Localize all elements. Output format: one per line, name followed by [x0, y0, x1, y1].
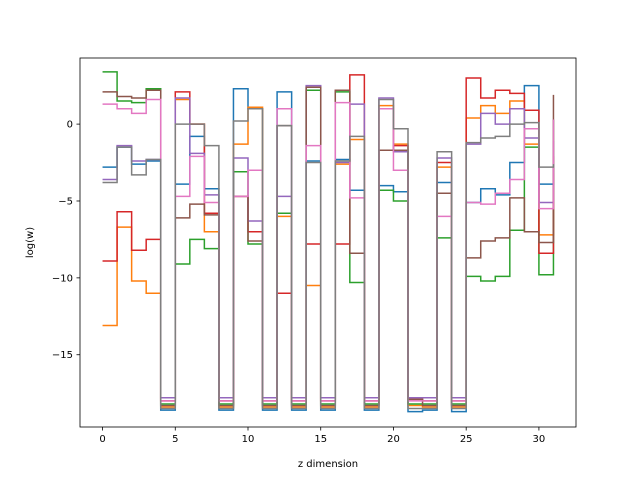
y-tick: −15	[52, 350, 80, 361]
x-tick: 30	[533, 427, 546, 445]
x-tick: 10	[242, 427, 255, 445]
y-axis-ticks: −15 −10 −5 0	[52, 120, 80, 361]
series-line-5	[102, 84, 555, 399]
y-tick-label: −10	[52, 273, 73, 284]
x-tick-label: 10	[242, 434, 255, 445]
x-tick: 25	[460, 427, 473, 445]
y-axis-label: log(w)	[25, 227, 36, 258]
series-line-6	[102, 86, 555, 407]
series-line-8	[102, 98, 555, 410]
x-tick-label: 20	[387, 434, 400, 445]
x-tick: 15	[314, 427, 327, 445]
y-tick-label: −15	[52, 350, 73, 361]
series-layer	[102, 71, 555, 413]
series-line-3	[102, 71, 555, 405]
x-tick: 0	[99, 427, 106, 445]
x-tick: 20	[387, 427, 400, 445]
y-tick-label: −5	[58, 196, 73, 207]
series-line-1	[102, 84, 555, 413]
x-tick-label: 30	[533, 434, 546, 445]
x-tick-label: 5	[172, 434, 178, 445]
x-tick-label: 0	[99, 434, 105, 445]
x-axis-ticks: 0 5 10 15 20 25 30	[99, 427, 545, 445]
x-axis-label: z dimension	[298, 459, 358, 470]
y-tick: −10	[52, 273, 80, 284]
series-line-7	[102, 98, 555, 402]
y-tick: 0	[67, 120, 80, 131]
x-tick: 5	[172, 427, 178, 445]
x-tick-label: 25	[460, 434, 473, 445]
y-tick: −5	[58, 196, 80, 207]
y-tick-label: 0	[67, 120, 73, 131]
x-tick-label: 15	[314, 434, 327, 445]
plot-frame	[79, 57, 577, 428]
